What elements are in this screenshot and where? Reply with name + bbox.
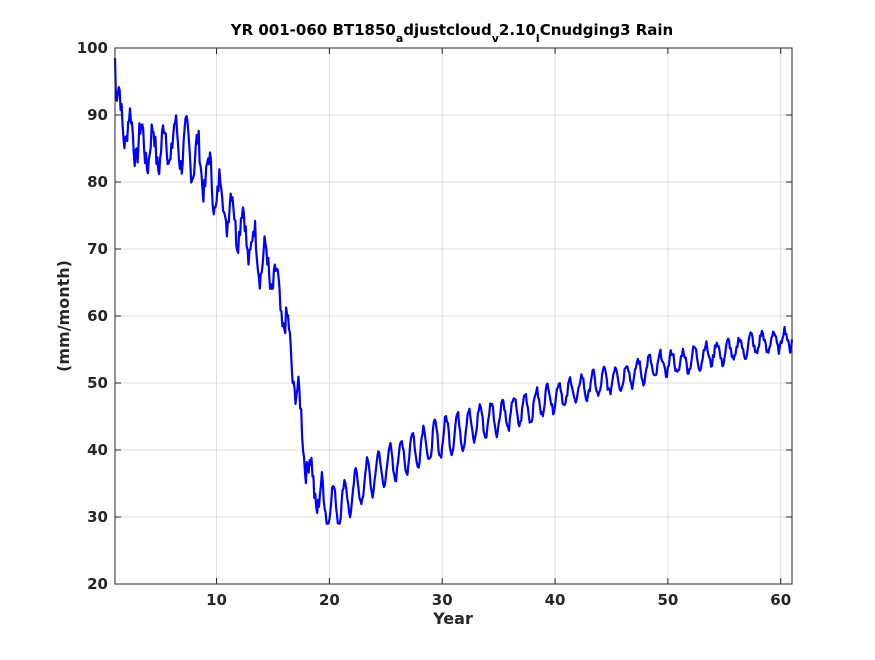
x-tick-label: 30: [432, 591, 453, 609]
x-tick-label: 50: [657, 591, 678, 609]
title-tail: Cnudging3 Rain: [540, 21, 674, 39]
title-mid: djustcloud: [403, 21, 491, 39]
title-sub-l: l: [536, 32, 540, 45]
ticks: [115, 47, 792, 585]
chart-title: YR 001-060 BT1850adjustcloudv2.10lCnudgi…: [230, 21, 674, 45]
y-tick-label: 70: [87, 240, 108, 258]
series-layer: [113, 58, 794, 525]
y-tick-label: 20: [87, 575, 108, 593]
y-tick-label: 40: [87, 441, 108, 459]
grid: [115, 48, 792, 584]
x-tick-label: 10: [206, 591, 227, 609]
x-tick-label: 20: [319, 591, 340, 609]
rain-series-line: [113, 58, 794, 525]
x-tick-label: 40: [545, 591, 566, 609]
y-tick-label: 30: [87, 508, 108, 526]
y-tick-label: 100: [77, 39, 108, 57]
y-tick-label: 50: [87, 374, 108, 392]
title-sub-a: a: [396, 32, 403, 45]
x-tick-label: 60: [770, 591, 791, 609]
y-tick-label: 90: [87, 106, 108, 124]
y-tick-label: 60: [87, 307, 108, 325]
x-axis-label: Year: [432, 609, 473, 628]
title-mid2: 2.10: [499, 21, 536, 39]
y-tick-label: 80: [87, 173, 108, 191]
tick-labels: 10 20 30 40 50 60 20 30 40 50 60 70 80 90 100: [77, 39, 791, 609]
y-axis-label: (mm/month): [54, 260, 73, 372]
title-main: YR 001-060 BT1850: [230, 21, 396, 39]
title-sub-v: v: [492, 32, 500, 45]
